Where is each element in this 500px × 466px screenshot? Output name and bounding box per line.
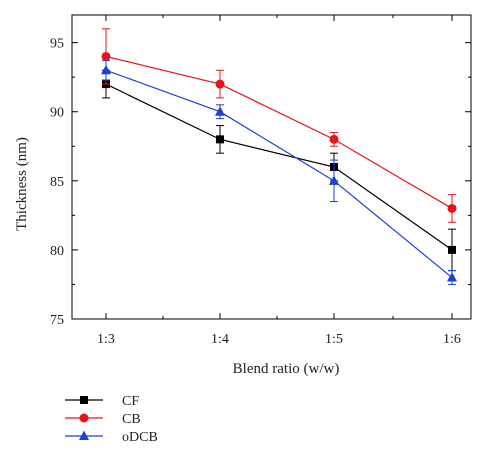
plot-area: 75 80 85 90 95 1:3 1:4 1:5 1:6 <box>50 14 472 347</box>
data-point-cb <box>215 79 225 89</box>
x-tick-label: 1:3 <box>97 332 115 347</box>
legend: CF CB oDCB <box>65 394 158 445</box>
x-axis-label: Blend ratio (w/w) <box>233 361 340 377</box>
data-point-cb <box>101 51 111 61</box>
x-tick-label: 1:5 <box>325 332 343 347</box>
series-line-odcb <box>105 69 453 279</box>
x-tick-label: 1:4 <box>211 332 229 347</box>
data-point-odcb <box>101 64 111 75</box>
series-odcb <box>101 60 457 285</box>
data-point-odcb <box>215 106 225 116</box>
data-point-cf <box>216 135 224 144</box>
y-tick-label: 90 <box>50 106 64 121</box>
data-point-cb <box>447 203 457 213</box>
data-point-cf <box>448 245 456 254</box>
series-cf <box>102 69 456 272</box>
y-tick-label: 85 <box>50 175 64 190</box>
x-tick-label: 1:6 <box>443 332 461 347</box>
legend-label-cb: CB <box>122 412 141 427</box>
series-line-cb <box>105 55 453 209</box>
y-axis-label: Thickness (nm) <box>14 137 30 231</box>
legend-marker-odcb <box>79 430 89 440</box>
legend-label-odcb: oDCB <box>122 430 158 445</box>
legend-label-cf: CF <box>122 394 139 409</box>
data-point-cb <box>329 134 339 144</box>
y-tick-label: 95 <box>50 37 64 52</box>
plot-frame <box>71 14 472 320</box>
data-point-odcb <box>447 272 457 282</box>
legend-marker-cb <box>79 413 89 423</box>
y-tick-label: 80 <box>50 244 64 259</box>
legend-marker-cf <box>80 396 88 404</box>
series-cb <box>101 28 457 223</box>
data-point-odcb <box>329 175 339 185</box>
y-tick-label: 75 <box>50 313 64 328</box>
series-line-cf <box>105 83 453 251</box>
